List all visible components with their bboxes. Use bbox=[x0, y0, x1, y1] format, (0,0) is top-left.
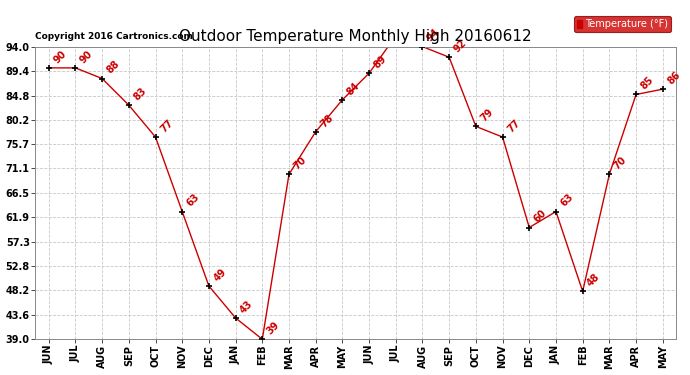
Text: 63: 63 bbox=[559, 192, 575, 209]
Text: 79: 79 bbox=[479, 107, 495, 124]
Text: 90: 90 bbox=[78, 48, 95, 65]
Text: 84: 84 bbox=[345, 80, 362, 97]
Legend: Temperature (°F): Temperature (°F) bbox=[573, 16, 671, 32]
Text: 88: 88 bbox=[105, 59, 121, 76]
Text: 92: 92 bbox=[452, 38, 469, 54]
Title: Outdoor Temperature Monthly High 20160612: Outdoor Temperature Monthly High 2016061… bbox=[179, 29, 532, 44]
Text: 70: 70 bbox=[292, 155, 308, 171]
Text: 90: 90 bbox=[52, 48, 68, 65]
Text: 60: 60 bbox=[532, 208, 549, 225]
Text: 77: 77 bbox=[505, 118, 522, 134]
Text: 77: 77 bbox=[158, 118, 175, 134]
Text: 49: 49 bbox=[212, 267, 228, 283]
Text: 85: 85 bbox=[639, 75, 656, 92]
Text: 94: 94 bbox=[425, 27, 442, 44]
Text: 89: 89 bbox=[372, 54, 388, 70]
Text: 39: 39 bbox=[265, 320, 282, 336]
Text: 70: 70 bbox=[612, 155, 629, 171]
Text: 96: 96 bbox=[0, 374, 1, 375]
Text: 63: 63 bbox=[185, 192, 201, 209]
Text: 86: 86 bbox=[666, 70, 682, 86]
Text: 78: 78 bbox=[319, 112, 335, 129]
Text: Copyright 2016 Cartronics.com: Copyright 2016 Cartronics.com bbox=[35, 32, 193, 41]
Text: 48: 48 bbox=[585, 272, 602, 289]
Text: 43: 43 bbox=[238, 298, 255, 315]
Text: 83: 83 bbox=[132, 86, 148, 102]
